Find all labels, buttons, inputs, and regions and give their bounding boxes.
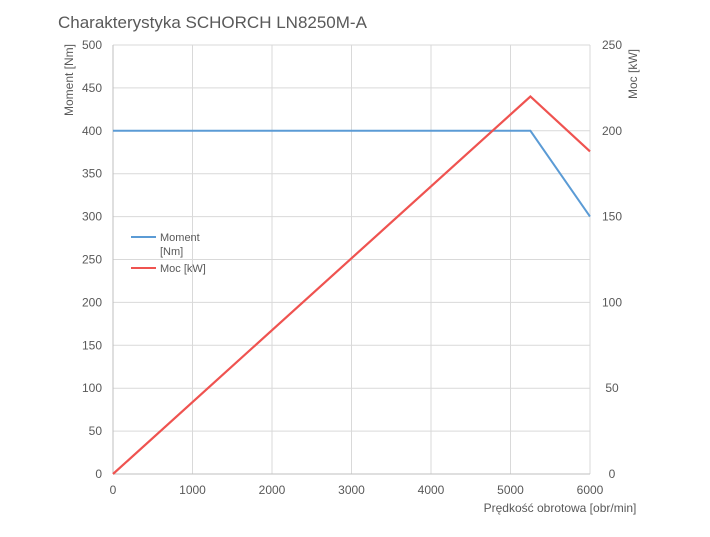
y2-tick-label: 200 (602, 124, 622, 138)
x-axis-label: Prędkość obrotowa [obr/min] (484, 501, 637, 515)
series-line-moment (113, 129, 591, 218)
series-line-moc (112, 95, 591, 475)
y-tick-label: 300 (82, 210, 102, 224)
legend-item: Moment [Nm] (131, 232, 200, 258)
legend-label: Moc [kW] (160, 263, 206, 275)
x-tick-label: 6000 (577, 483, 604, 497)
y2-tick-label: 150 (602, 210, 622, 224)
y-tick-label: 50 (89, 424, 103, 438)
y-tick-label: 0 (95, 467, 102, 481)
y2-tick-label: 0 (609, 467, 616, 481)
y-tick-label: 350 (82, 167, 102, 181)
legend-item: Moc [kW] (131, 263, 206, 275)
y2-axis-label: Moc [kW] (626, 49, 640, 99)
y-tick-label: 250 (82, 253, 102, 267)
x-tick-label: 4000 (418, 483, 445, 497)
y2-tick-label: 100 (602, 295, 622, 309)
x-tick-label: 2000 (259, 483, 286, 497)
y-tick-label: 450 (82, 81, 102, 95)
x-tick-label: 3000 (338, 483, 365, 497)
y-tick-label: 400 (82, 124, 102, 138)
chart-title: Charakterystyka SCHORCH LN8250M-A (58, 13, 368, 32)
y-tick-label: 150 (82, 338, 102, 352)
y2-tick-label: 250 (602, 38, 622, 52)
y-tick-label: 100 (82, 381, 102, 395)
x-tick-label: 5000 (497, 483, 524, 497)
legend: Moment [Nm] Moc [kW] (131, 232, 206, 275)
y-tick-label: 500 (82, 38, 102, 52)
legend-label: [Nm] (160, 246, 183, 258)
legend-label: Moment (160, 232, 200, 244)
y-tick-label: 200 (82, 295, 102, 309)
y2-tick-label: 50 (605, 381, 619, 395)
x-tick-label: 1000 (179, 483, 206, 497)
series-group (112, 95, 591, 475)
x-tick-label: 0 (110, 483, 117, 497)
y-axis-label: Moment [Nm] (62, 44, 76, 116)
